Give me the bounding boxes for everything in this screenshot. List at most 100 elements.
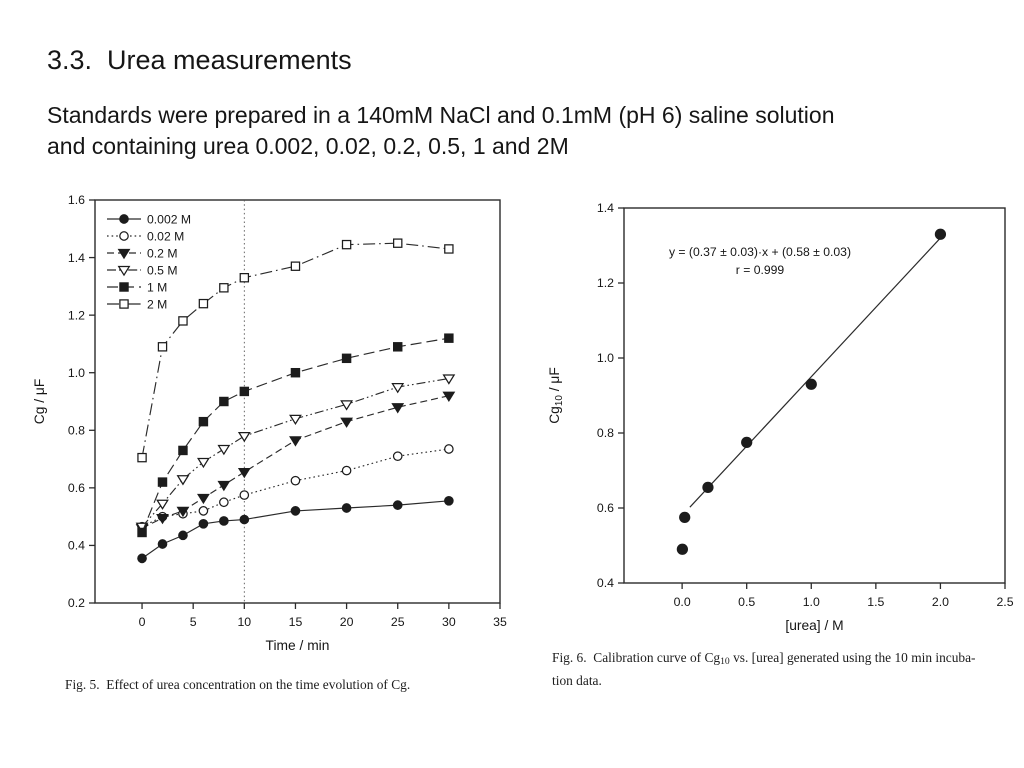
legend-label: 1 M xyxy=(147,280,167,294)
marker-2M xyxy=(157,342,168,352)
series-line-0.02M xyxy=(141,448,449,528)
y-tick-label: 0.8 xyxy=(68,423,85,437)
series-line-1M xyxy=(141,337,449,533)
marker-0.002M xyxy=(157,539,168,549)
intro-paragraph: Standards were prepared in a 140mM NaCl … xyxy=(47,100,835,162)
legend-label: 0.02 M xyxy=(147,229,184,243)
y-tick-label: 0.4 xyxy=(68,539,85,553)
marker-0.2M xyxy=(156,514,169,525)
x-tick-label: 2.0 xyxy=(932,595,949,609)
legend-label: 0.5 M xyxy=(147,263,177,277)
marker-2M xyxy=(219,283,229,293)
marker-0.2M xyxy=(340,417,353,428)
slide-title: 3.3. Urea measurements xyxy=(47,45,352,75)
legend-marker xyxy=(117,248,131,260)
x-tick-label: 2.5 xyxy=(996,595,1013,609)
marker-1M xyxy=(219,396,229,407)
y-tick-label: 0.4 xyxy=(597,576,614,590)
legend-marker xyxy=(119,231,129,241)
marker-0.2M xyxy=(176,506,190,518)
x-tick-label: 10 xyxy=(237,615,251,629)
y-tick-label: 1.0 xyxy=(68,366,85,380)
marker-1M xyxy=(341,353,352,364)
marker-0.002M xyxy=(392,500,403,510)
series-line-2M xyxy=(141,242,449,458)
data-point xyxy=(741,436,753,448)
y-tick-label: 0.6 xyxy=(597,501,614,515)
marker-0.002M xyxy=(219,516,229,526)
marker-0.02M xyxy=(239,490,250,500)
marker-0.002M xyxy=(239,514,250,525)
marker-0.2M xyxy=(391,403,405,414)
fit-r-value: r = 0.999 xyxy=(736,263,785,277)
data-point xyxy=(702,481,714,493)
y-tick-label: 1.2 xyxy=(597,276,614,290)
marker-0.2M xyxy=(289,436,302,447)
marker-0.002M xyxy=(137,553,147,564)
marker-0.02M xyxy=(219,497,229,508)
marker-0.02M xyxy=(444,444,454,454)
marker-0.2M xyxy=(197,493,210,505)
fig5-caption: Fig. 5. Effect of urea concentration on … xyxy=(65,677,411,692)
marker-2M xyxy=(290,261,301,271)
marker-2M xyxy=(137,452,147,463)
marker-0.02M xyxy=(341,465,352,476)
marker-2M xyxy=(393,238,403,248)
marker-0.02M xyxy=(290,475,301,486)
y-tick-label: 1.4 xyxy=(68,251,85,265)
x-tick-label: 30 xyxy=(442,615,456,629)
marker-0.02M xyxy=(198,506,209,516)
marker-0.5M xyxy=(197,457,210,469)
series-line-0.002M xyxy=(141,500,449,559)
x-tick-label: 0.5 xyxy=(738,595,755,609)
data-point xyxy=(676,543,689,555)
legend-label: 0.2 M xyxy=(147,246,177,260)
marker-0.2M xyxy=(442,391,456,402)
x-tick-label: 0 xyxy=(139,615,146,629)
marker-0.5M xyxy=(156,499,169,510)
marker-1M xyxy=(290,367,301,378)
x-tick-label: 1.5 xyxy=(867,595,884,609)
marker-2M xyxy=(239,272,250,283)
fit-equation: y = (0.37 ± 0.03)·x + (0.58 ± 0.03) xyxy=(669,245,851,259)
y-tick-label: 0.6 xyxy=(68,481,85,495)
marker-1M xyxy=(137,527,147,538)
legend-marker xyxy=(119,214,129,224)
legend-marker xyxy=(119,282,129,292)
series-line-0.2M xyxy=(141,395,449,529)
plot-frame xyxy=(94,199,501,604)
marker-0.002M xyxy=(198,519,209,529)
marker-0.5M xyxy=(442,374,456,385)
marker-1M xyxy=(393,342,403,352)
y-tick-label: 0.8 xyxy=(597,426,614,440)
fig6-caption-line-1: Fig. 6. Calibration curve of Cg10 vs. [u… xyxy=(552,650,976,668)
plot-frame xyxy=(623,207,1006,584)
y-axis-label: Cg10 / μF xyxy=(547,367,565,424)
fit-line xyxy=(689,233,945,508)
x-tick-label: 15 xyxy=(289,615,303,629)
marker-0.002M xyxy=(444,495,454,506)
marker-0.5M xyxy=(391,383,405,394)
marker-0.5M xyxy=(289,414,302,425)
data-point xyxy=(679,511,691,523)
y-tick-label: 1.6 xyxy=(68,193,85,207)
marker-0.5M xyxy=(176,475,190,486)
marker-0.5M xyxy=(237,431,251,443)
marker-1M xyxy=(157,477,168,487)
marker-2M xyxy=(178,316,188,326)
legend-label: 2 M xyxy=(147,297,167,311)
y-tick-label: 1.2 xyxy=(68,308,85,322)
intro-text-line-1: Standards were prepared in a 140mM NaCl … xyxy=(47,102,835,128)
fig5-time-evolution-chart: 0.2 0.4 0.6 0.8 1.0 1.2 1.4 1.6 0 5 10 15 20 25 30 35 Ti… xyxy=(32,193,507,653)
x-tick-label: 35 xyxy=(493,615,507,629)
marker-1M xyxy=(239,386,250,397)
marker-0.5M xyxy=(217,444,231,456)
y-tick-label: 1.4 xyxy=(597,201,614,215)
legend-label: 0.002 M xyxy=(147,212,191,226)
marker-2M xyxy=(444,244,454,254)
marker-2M xyxy=(341,239,352,250)
x-axis-label: Time / min xyxy=(266,638,330,653)
data-point xyxy=(805,378,817,390)
x-tick-label: 0.0 xyxy=(674,595,691,609)
marker-0.002M xyxy=(341,503,352,513)
